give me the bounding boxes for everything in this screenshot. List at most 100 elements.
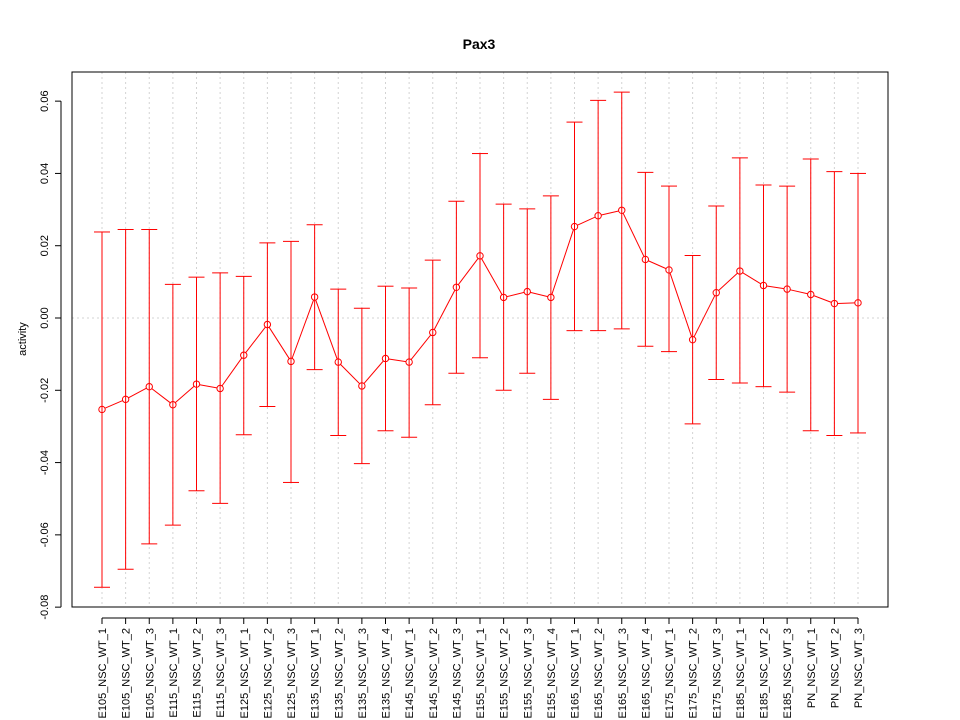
x-tick-label: E135_NSC_WT_3	[357, 628, 369, 719]
series-line-segment	[601, 210, 619, 216]
data-points	[98, 206, 862, 414]
error-bars	[94, 91, 866, 588]
data-point	[807, 290, 815, 299]
x-tick-label: E155_NSC_WT_2	[499, 628, 511, 719]
x-tick-label: E145_NSC_WT_1	[404, 628, 416, 719]
data-point	[712, 288, 720, 297]
x-tick-label: E135_NSC_WT_4	[381, 628, 393, 719]
data-point	[240, 351, 248, 359]
x-tick-label: E185_NSC_WT_3	[782, 628, 794, 719]
x-tick-label: E125_NSC_WT_3	[286, 628, 298, 719]
data-point	[830, 299, 839, 308]
series-line-segment	[268, 326, 290, 359]
data-point	[310, 293, 319, 301]
x-tick-label: E185_NSC_WT_2	[759, 628, 771, 719]
x-tick-label: E115_NSC_WT_1	[168, 628, 180, 718]
x-tick-label: E155_NSC_WT_1	[475, 628, 487, 719]
data-point	[452, 283, 461, 291]
data-point	[783, 285, 791, 293]
data-point	[121, 395, 130, 404]
y-tick-label: 0.00	[39, 307, 51, 328]
x-tick-label: E135_NSC_WT_1	[310, 628, 322, 719]
series-line-layer	[104, 210, 855, 409]
series-line-segment	[693, 295, 716, 338]
x-tick-label: PN_NSC_WT_1	[806, 628, 818, 708]
data-point	[618, 206, 626, 214]
series-line-segment	[291, 299, 314, 359]
series-line-segment	[340, 364, 360, 385]
y-tick-label: 0.06	[39, 90, 51, 111]
data-point	[216, 384, 224, 393]
series-line-segment	[551, 229, 574, 295]
series-line-segment	[718, 272, 738, 291]
series-line-segment	[457, 258, 479, 286]
data-point	[263, 320, 272, 329]
series-line-segment	[221, 357, 243, 387]
series-line-segment	[104, 400, 123, 409]
series-line-segment	[388, 358, 407, 363]
series-line-segment	[790, 289, 808, 295]
x-tick-label: PN_NSC_WT_2	[829, 628, 841, 708]
series-line-segment	[530, 291, 548, 298]
x-tick-label: E145_NSC_WT_3	[451, 628, 463, 719]
data-point	[381, 354, 390, 363]
plot-frame	[71, 71, 889, 608]
data-point	[759, 281, 768, 290]
x-tick-label: E105_NSC_WT_2	[121, 628, 133, 719]
x-tick-label: E105_NSC_WT_3	[144, 628, 156, 719]
x-tick-label: E155_NSC_WT_3	[522, 628, 534, 719]
x-tick-label: E155_NSC_WT_4	[546, 628, 558, 719]
x-tick-label: E125_NSC_WT_2	[262, 628, 274, 719]
x-tick-label: E175_NSC_WT_1	[664, 628, 676, 719]
data-point	[523, 287, 531, 296]
y-tick-label: -0.02	[39, 378, 51, 403]
series-line-segment	[174, 385, 195, 404]
data-point	[688, 335, 697, 344]
x-tick-label: E115_NSC_WT_2	[192, 628, 204, 718]
x-tick-label: E175_NSC_WT_3	[711, 628, 723, 719]
chart-title: Pax3	[463, 36, 496, 52]
series-line-segment	[128, 387, 147, 399]
series-line-segment	[315, 299, 338, 360]
x-tick-label: E115_NSC_WT_3	[215, 628, 227, 718]
series-line-segment	[742, 272, 762, 285]
y-tick-label: -0.06	[39, 522, 51, 547]
series-line-segment	[151, 388, 171, 404]
y-tick-label: 0.04	[39, 163, 51, 184]
y-tick-label: -0.08	[39, 595, 51, 620]
x-tick-label: E175_NSC_WT_2	[688, 628, 700, 719]
data-point	[570, 222, 579, 231]
series-line-segment	[363, 360, 384, 384]
data-point	[145, 382, 153, 391]
series-line-segment	[481, 258, 503, 295]
x-tick-label: E145_NSC_WT_2	[428, 628, 440, 719]
data-point	[405, 358, 413, 366]
x-tick-label: E165_NSC_WT_2	[593, 628, 605, 719]
series-line-segment	[766, 285, 785, 290]
x-tick-label: E185_NSC_WT_1	[735, 628, 747, 719]
data-point	[192, 380, 201, 388]
data-point	[169, 401, 177, 409]
data-point	[594, 212, 602, 220]
data-point	[665, 266, 673, 274]
data-point	[334, 358, 342, 366]
series-line-segment	[577, 216, 596, 226]
y-tick-label: -0.04	[39, 450, 51, 475]
series-line-segment	[433, 289, 456, 330]
x-tick-label: E165_NSC_WT_4	[640, 628, 652, 719]
series-line-segment	[813, 295, 832, 303]
data-point	[287, 357, 295, 366]
data-point	[429, 328, 437, 337]
x-tick-label: E105_NSC_WT_1	[97, 628, 109, 719]
x-tick-label: PN_NSC_WT_3	[853, 628, 865, 708]
y-axis: -0.08 -0.06 -0.04 -0.02 0.00 0.02 0.04 0.06	[39, 90, 62, 620]
series-line-segment	[648, 260, 667, 270]
series-line-segment	[245, 326, 266, 353]
data-point	[641, 255, 650, 264]
x-tick-label: E135_NSC_WT_2	[333, 628, 345, 719]
data-point	[499, 293, 508, 302]
x-tick-label: E165_NSC_WT_3	[617, 628, 629, 719]
series-line-segment	[506, 291, 525, 298]
data-point	[547, 293, 555, 302]
